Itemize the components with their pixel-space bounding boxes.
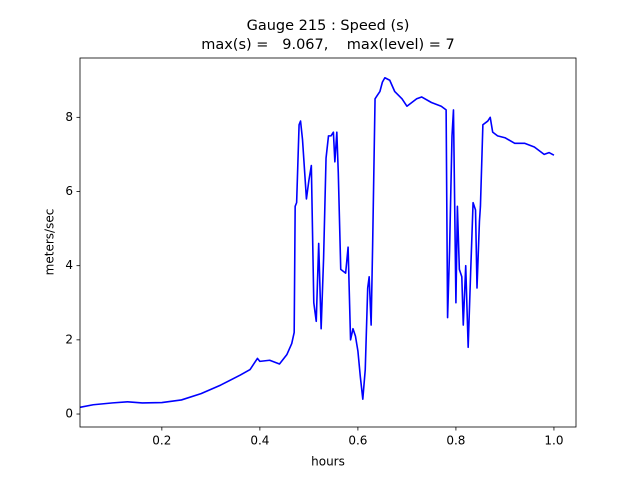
x-tick-label: 0.4 [250, 434, 269, 448]
plot-frame [79, 57, 577, 428]
data-line [79, 76, 555, 409]
y-axis-label: meters/sec [43, 209, 57, 276]
x-tick-label: 1.0 [544, 434, 563, 448]
x-tick-label: 0.6 [348, 434, 367, 448]
y-tick-label: 2 [65, 332, 73, 346]
chart-subtitle: max(s) = 9.067, max(level) = 7 [201, 37, 455, 53]
x-tick-label: 0.2 [152, 434, 171, 448]
x-tick-label: 0.8 [446, 434, 465, 448]
y-tick-label: 4 [65, 258, 73, 272]
chart-title: Gauge 215 : Speed (s) [247, 18, 410, 34]
x-axis-label: hours [311, 455, 345, 469]
y-tick-label: 6 [65, 184, 73, 198]
y-tick-label: 0 [65, 407, 73, 421]
y-tick-label: 8 [65, 110, 73, 124]
